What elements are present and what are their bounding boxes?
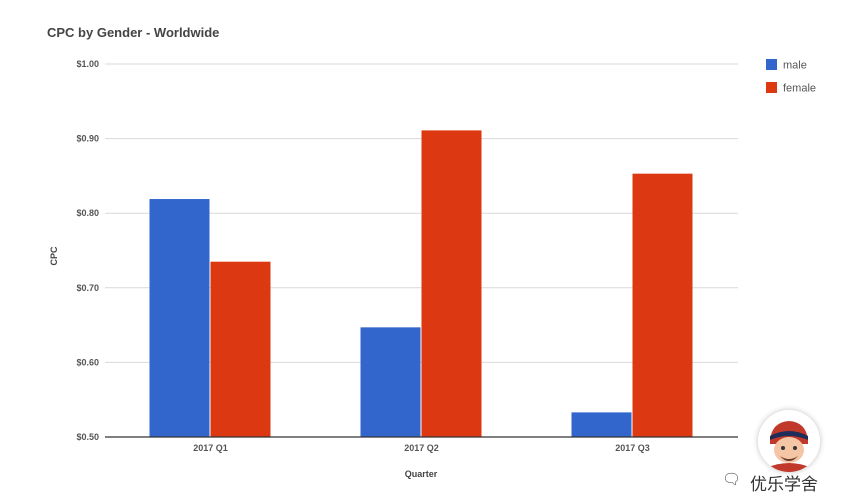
legend-swatch-male — [766, 59, 777, 70]
y-tick-label: $0.80 — [76, 208, 99, 218]
chart-title: CPC by Gender - Worldwide — [47, 25, 219, 40]
watermark-text: 优乐学舍 — [750, 475, 818, 495]
bar-male — [571, 412, 632, 437]
legend-label-female: female — [783, 83, 816, 95]
watermark: 🗨 优乐学舍 — [718, 410, 864, 504]
y-tick-label: $0.50 — [76, 432, 99, 442]
bar-male — [360, 327, 421, 437]
legend-label-male: male — [783, 60, 807, 72]
avatar — [758, 410, 820, 472]
y-axis-label: CPC — [49, 246, 59, 266]
legend: male female — [766, 59, 816, 95]
x-tick-label: 2017 Q1 — [193, 443, 228, 453]
bar-female — [632, 173, 693, 438]
bar-male — [149, 199, 210, 437]
bar-female — [421, 130, 482, 438]
y-tick-label: $0.90 — [76, 134, 99, 144]
x-axis-label: Quarter — [405, 469, 438, 479]
x-tick-label: 2017 Q2 — [404, 443, 439, 453]
y-axis-ticks: $0.50 $0.60 $0.70 $0.80 $0.90 $1.00 — [76, 59, 99, 442]
y-tick-label: $0.70 — [76, 283, 99, 293]
legend-swatch-female — [766, 82, 777, 93]
wechat-icon: 🗨 — [722, 470, 742, 488]
y-tick-label: $1.00 — [76, 59, 99, 69]
bars — [149, 130, 693, 438]
bar-female — [210, 261, 271, 437]
x-tick-label: 2017 Q3 — [615, 443, 650, 453]
x-axis-ticks: 2017 Q1 2017 Q2 2017 Q3 — [193, 443, 650, 453]
y-tick-label: $0.60 — [76, 357, 99, 367]
